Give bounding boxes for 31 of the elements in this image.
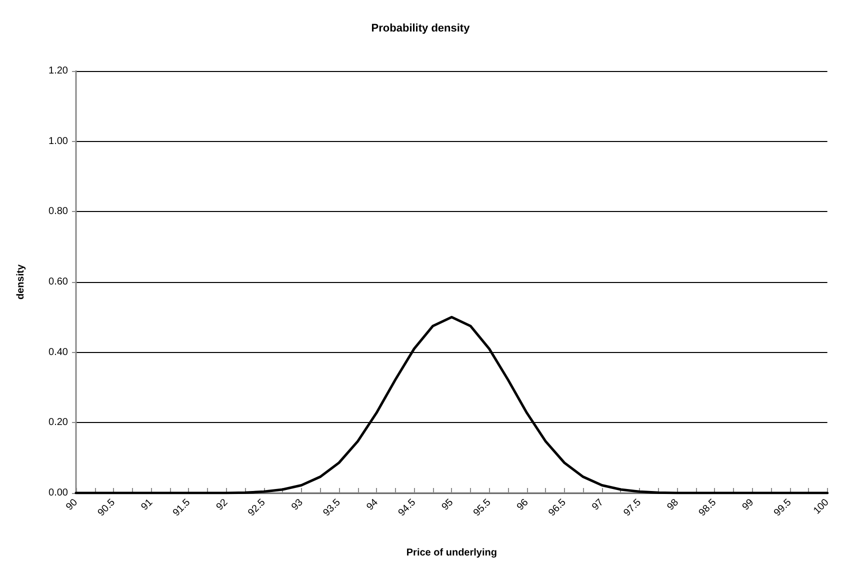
x-tick-label: 96 <box>515 496 532 513</box>
chart-title: Probability density <box>371 22 471 34</box>
x-tick-label: 91.5 <box>171 496 193 519</box>
x-tick-label: 93.5 <box>321 496 344 519</box>
x-tick-label: 90.5 <box>96 496 118 519</box>
y-tick-label: 0.60 <box>48 276 68 288</box>
x-tick-label: 97 <box>590 496 606 513</box>
x-axis-title: Price of underlying <box>406 548 497 558</box>
x-tick-label: 96.5 <box>546 496 569 519</box>
x-tick-label: 91 <box>139 496 156 513</box>
x-tick-label: 99 <box>740 496 756 513</box>
x-tick-label: 94.5 <box>396 496 418 519</box>
x-tick-label: 92.5 <box>246 496 268 519</box>
x-tick-label: 90 <box>64 496 80 513</box>
y-tick-label: 0.00 <box>48 488 68 498</box>
y-tick-label: 0.40 <box>48 346 68 358</box>
y-tick-label: 0.20 <box>48 417 68 428</box>
x-tick-label: 99.5 <box>772 496 794 519</box>
y-tick-label: 0.80 <box>48 206 68 218</box>
x-tick-label: 97.5 <box>622 496 644 519</box>
x-tick-label: 95 <box>440 496 456 513</box>
y-tick-label: 1.00 <box>48 136 68 147</box>
x-tick-label: 93 <box>290 496 306 513</box>
y-axis-title: density <box>16 264 26 300</box>
x-tick-label: 98 <box>665 496 682 513</box>
y-tick-label: 1.20 <box>48 66 68 76</box>
x-tick-label: 94 <box>364 496 381 513</box>
x-tick-label: 100 <box>812 496 832 517</box>
x-tick-label: 95.5 <box>472 496 494 519</box>
x-tick-label: 98.5 <box>697 496 719 519</box>
x-tick-label: 92 <box>214 496 230 513</box>
